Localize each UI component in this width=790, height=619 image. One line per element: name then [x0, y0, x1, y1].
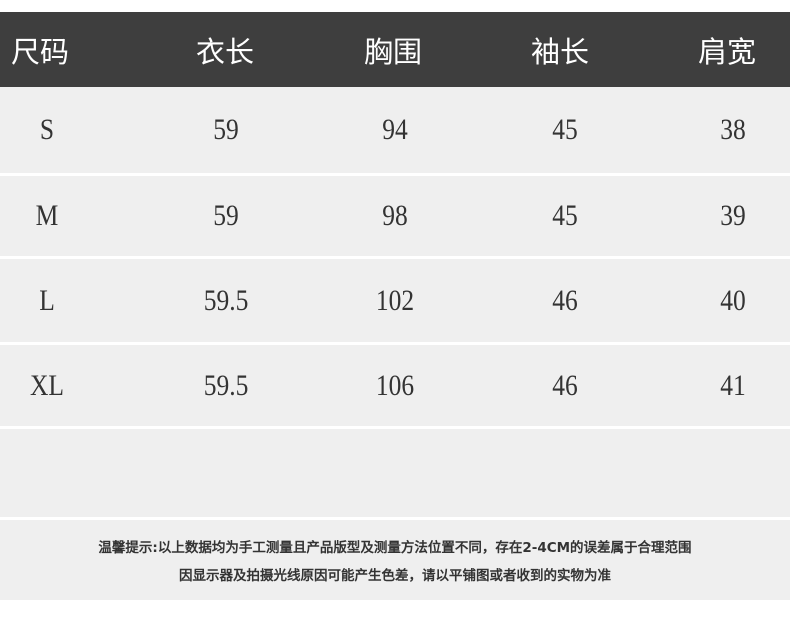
cell-size: M [35, 199, 59, 232]
table-row: S 59 94 45 38 [0, 87, 790, 173]
cell-length: 59.5 [203, 368, 249, 402]
cell-shoulder: 41 [720, 368, 746, 402]
cell-shoulder: 38 [720, 113, 746, 146]
cell-size: L [39, 283, 55, 317]
cell-shoulder: 39 [720, 199, 746, 232]
cell-chest: 98 [382, 199, 408, 232]
cell-length: 59 [213, 113, 239, 146]
cell-sleeve: 46 [552, 368, 578, 402]
cell-sleeve: 45 [552, 199, 578, 232]
cell-sleeve: 46 [552, 283, 578, 317]
table-row: XL 59.5 106 46 41 [0, 345, 790, 426]
size-note: 温馨提示:以上数据均为手工测量且产品版型及测量方法位置不同，存在2-4CM的误差… [0, 520, 790, 600]
empty-row [0, 429, 790, 517]
note-line-1: 温馨提示:以上数据均为手工测量且产品版型及测量方法位置不同，存在2-4CM的误差… [98, 540, 692, 556]
table-row: M 59 98 45 39 [0, 176, 790, 256]
cell-chest: 94 [382, 113, 408, 146]
cell-sleeve: 45 [552, 113, 578, 146]
header-sleeve: 袖长 [530, 34, 589, 69]
table-header: 尺码 衣长 胸围 袖长 肩宽 [0, 12, 790, 87]
note-line-2: 因显示器及拍摄光线原因可能产生色差，请以平铺图或者收到的实物为准 [179, 568, 611, 584]
header-length: 衣长 [195, 34, 254, 69]
header-shoulder: 肩宽 [697, 34, 756, 69]
cell-length: 59 [213, 199, 239, 232]
table-row: L 59.5 102 46 40 [0, 259, 790, 342]
cell-size: S [39, 113, 55, 146]
header-chest: 胸围 [363, 34, 422, 69]
cell-length: 59.5 [203, 283, 249, 317]
cell-size: XL [30, 368, 64, 402]
cell-chest: 102 [375, 283, 415, 317]
header-size: 尺码 [10, 34, 69, 69]
cell-chest: 106 [375, 368, 415, 402]
cell-shoulder: 40 [720, 283, 746, 317]
